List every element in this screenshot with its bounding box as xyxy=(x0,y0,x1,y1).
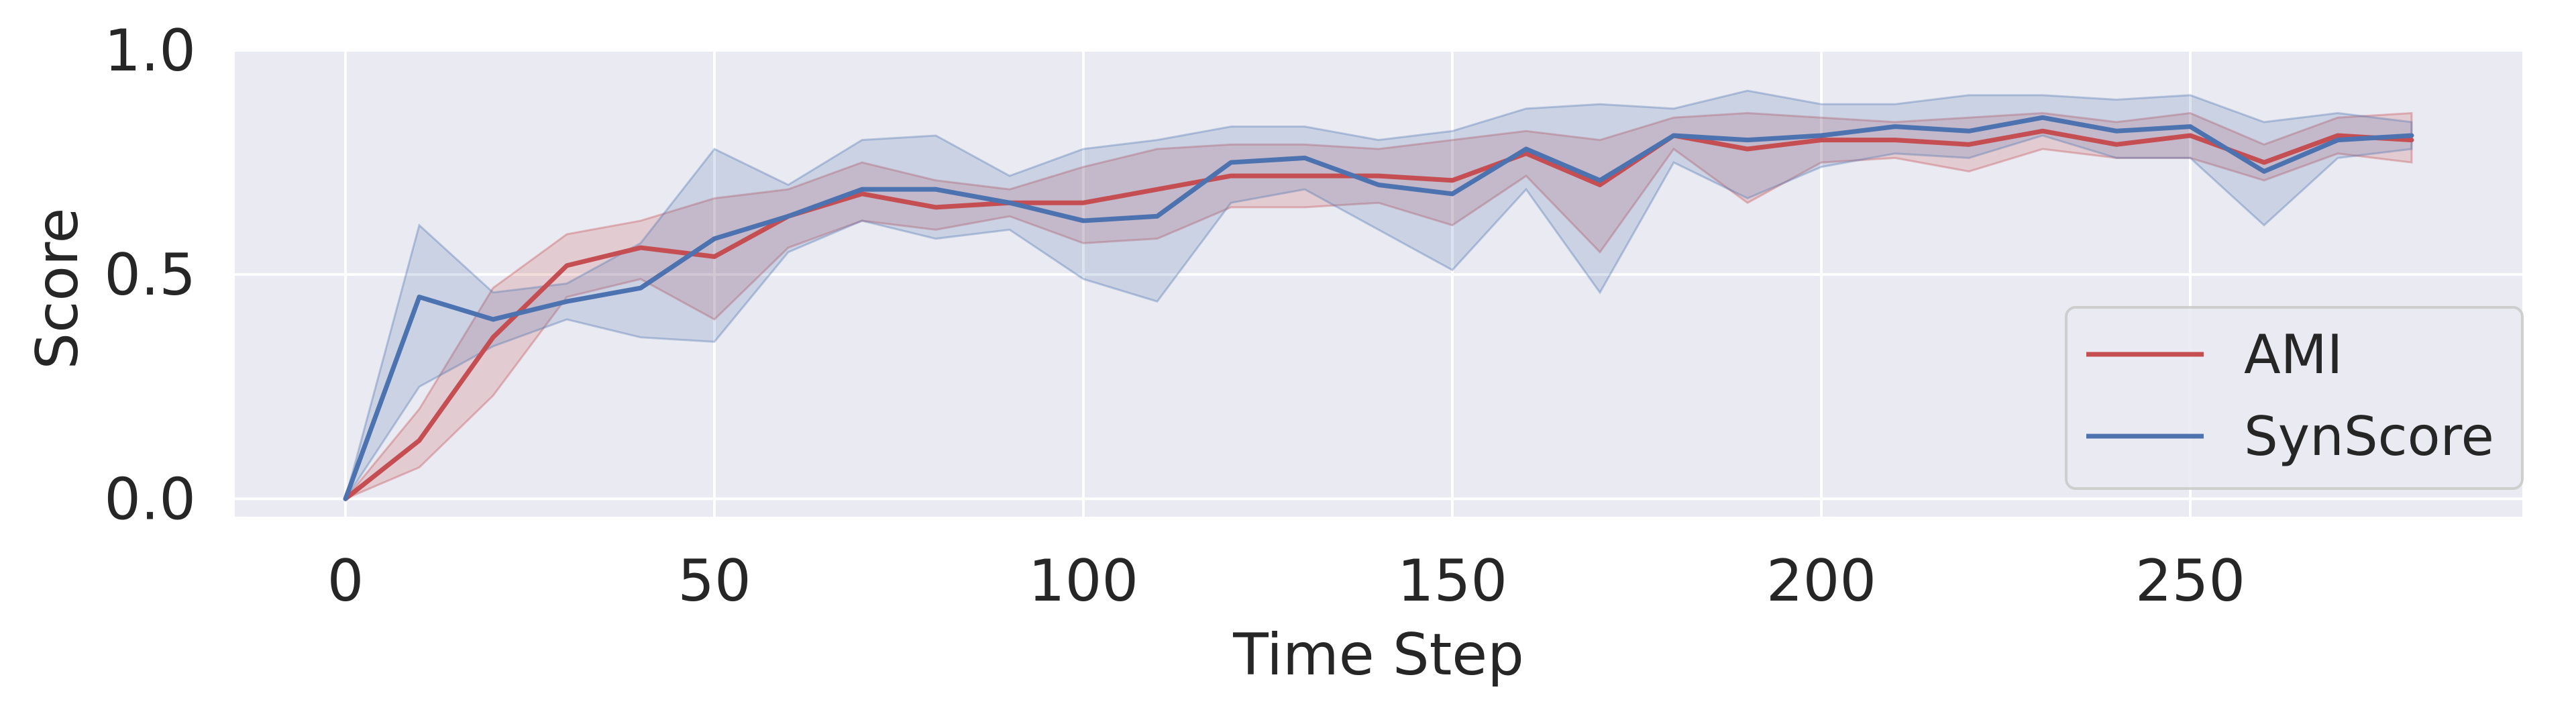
series-lines xyxy=(343,115,2414,501)
legend-label-ami: AMI xyxy=(2244,323,2343,386)
y-axis-label: Score xyxy=(24,208,91,370)
x-tick-labels: 0 50 100 150 200 250 xyxy=(327,548,2245,615)
grid xyxy=(235,49,2522,517)
x-tick-label: 0 xyxy=(327,548,364,615)
y-tick-labels: 0.0 0.5 1.0 xyxy=(104,17,196,533)
y-tick-label: 0.0 xyxy=(104,466,196,533)
legend: AMI SynScore xyxy=(2065,306,2524,490)
legend-label-synscore: SynScore xyxy=(2244,405,2494,468)
y-tick-label: 0.5 xyxy=(104,242,196,309)
series-line-synscore xyxy=(343,115,2414,501)
x-tick-label: 150 xyxy=(1397,548,1507,615)
x-tick-label: 200 xyxy=(1766,548,1876,615)
x-tick-label: 100 xyxy=(1028,548,1138,615)
x-axis-label: Time Step xyxy=(1232,621,1524,689)
y-tick-label: 1.0 xyxy=(104,17,196,85)
x-tick-label: 250 xyxy=(2135,548,2245,615)
x-tick-label: 50 xyxy=(678,548,751,615)
